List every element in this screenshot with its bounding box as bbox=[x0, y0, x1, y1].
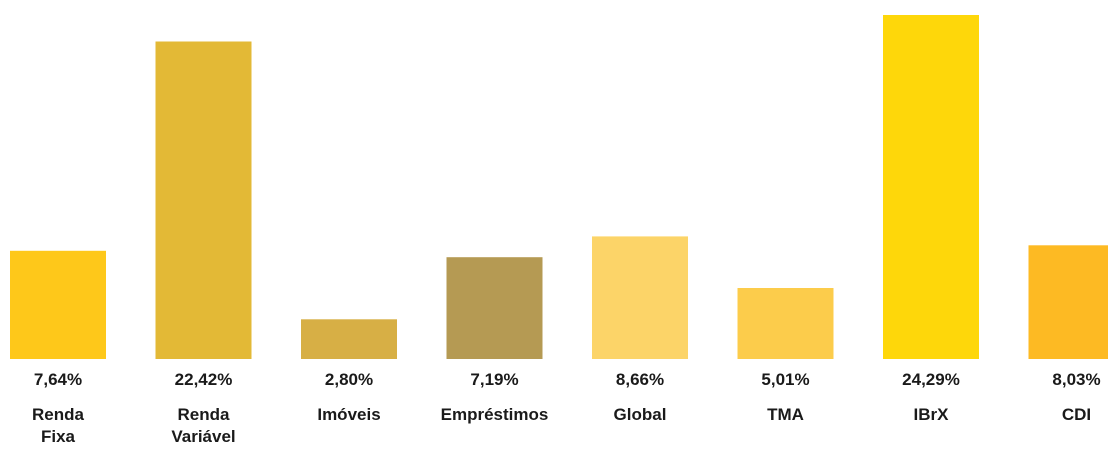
category-label: TMA bbox=[767, 405, 804, 424]
category-label: Variável bbox=[171, 427, 235, 446]
bar bbox=[883, 15, 979, 359]
bar bbox=[10, 250, 106, 359]
bar bbox=[301, 319, 397, 359]
bar-value-label: 7,64% bbox=[34, 370, 82, 389]
category-label: Imóveis bbox=[317, 405, 380, 424]
bar bbox=[446, 257, 543, 359]
category-label: IBrX bbox=[914, 405, 950, 424]
bar-value-label: 7,19% bbox=[470, 370, 518, 389]
bar-value-label: 8,03% bbox=[1052, 370, 1100, 389]
category-label: CDI bbox=[1062, 405, 1091, 424]
bar-value-label: 5,01% bbox=[761, 370, 809, 389]
bar-value-label: 8,66% bbox=[616, 370, 664, 389]
bar bbox=[1028, 245, 1108, 359]
category-label: Renda bbox=[32, 405, 85, 424]
bar-value-label: 22,42% bbox=[175, 370, 233, 389]
bar bbox=[592, 236, 688, 359]
value-labels-group: 7,64% 22,42% 2,80% 7,19% 8,66% 5,01% 24,29% 8,0… bbox=[34, 370, 1101, 389]
category-label: Renda bbox=[178, 405, 231, 424]
category-labels-group: Renda Fixa Renda Variável Imóveis Empréstimos… bbox=[32, 405, 1091, 446]
bars-group bbox=[10, 15, 1108, 359]
bar-value-label: 24,29% bbox=[902, 370, 960, 389]
bar-value-label: 2,80% bbox=[325, 370, 373, 389]
bar bbox=[737, 288, 834, 359]
bar bbox=[155, 41, 252, 359]
category-label: Empréstimos bbox=[441, 405, 549, 424]
category-label: Fixa bbox=[41, 427, 76, 446]
category-label: Global bbox=[614, 405, 667, 424]
